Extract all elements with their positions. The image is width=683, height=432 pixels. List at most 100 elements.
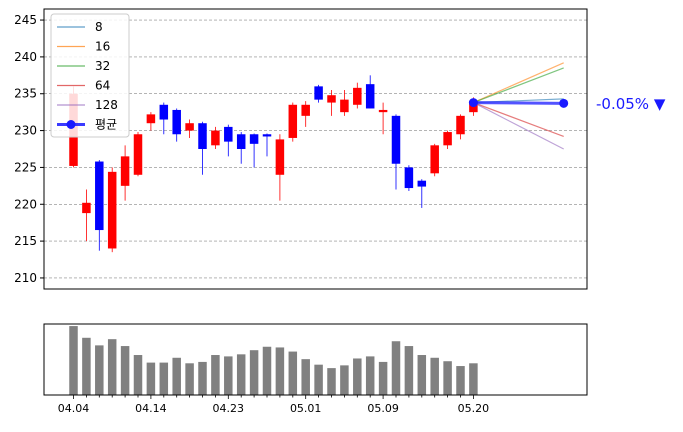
volume-bars — [69, 326, 478, 395]
candle-body-27 — [417, 180, 427, 187]
volume-bar-7 — [159, 362, 169, 395]
volume-bar-12 — [224, 356, 233, 395]
legend-label-평균: 평균 — [95, 118, 117, 132]
candle-body-25 — [391, 115, 401, 164]
volume-bar-10 — [198, 361, 207, 395]
volume-bar-22 — [353, 358, 362, 395]
candle-body-16 — [275, 139, 285, 175]
x-tick-label-04.14: 04.14 — [135, 402, 167, 415]
candle-body-23 — [365, 84, 375, 109]
legend: 8 16 32 64 128 평균 — [50, 13, 130, 138]
candle-body-7 — [159, 104, 169, 120]
volume-x-axis: 04.04 04.14 04.23 05.01 05.09 05.20 — [58, 395, 489, 415]
volume-bar-21 — [340, 365, 349, 395]
candle-body-11 — [211, 130, 220, 146]
change-annotation: -0.05% ▼ — [596, 95, 666, 113]
legend-label-16: 16 — [95, 40, 110, 54]
candle-body-14 — [249, 134, 259, 144]
volume-bar-14 — [249, 350, 259, 395]
candle-body-2 — [95, 161, 104, 231]
candle-body-19 — [314, 86, 323, 100]
candle-body-29 — [443, 132, 452, 146]
volume-bar-9 — [185, 363, 194, 395]
y-tick-label-210: 210 — [14, 271, 37, 285]
candle-body-15 — [262, 134, 272, 137]
projection-start-marker — [468, 98, 478, 108]
volume-bar-1 — [82, 337, 91, 395]
volume-bar-17 — [288, 351, 298, 395]
volume-bar-24 — [378, 361, 388, 395]
candle-body-21 — [340, 99, 349, 113]
legend-label-64: 64 — [95, 79, 110, 93]
candle-body-5 — [133, 134, 143, 175]
volume-bar-31 — [469, 363, 478, 395]
x-tick-label-04.23: 04.23 — [213, 402, 245, 415]
volume-panel-frame — [43, 323, 588, 396]
x-tick-label-05.01: 05.01 — [290, 402, 322, 415]
volume-bar-8 — [172, 357, 181, 395]
candle-body-9 — [185, 123, 194, 131]
volume-bar-26 — [404, 346, 414, 395]
candle-body-4 — [120, 156, 130, 186]
projection-line-32 — [473, 67, 564, 104]
candle-body-12 — [224, 126, 233, 142]
volume-bar-2 — [95, 345, 104, 395]
volume-bar-20 — [327, 368, 336, 395]
legend-label-8: 8 — [95, 20, 103, 34]
y-tick-label-245: 245 — [14, 13, 37, 27]
volume-bar-15 — [262, 346, 272, 395]
volume-bar-6 — [146, 362, 156, 395]
candle-body-6 — [146, 114, 156, 124]
projection-lines — [468, 62, 569, 150]
volume-bar-28 — [430, 357, 439, 395]
candle-body-18 — [301, 104, 310, 116]
legend-label-128: 128 — [95, 98, 118, 112]
volume-bar-19 — [314, 364, 323, 395]
candle-body-30 — [456, 115, 465, 135]
candle-body-10 — [198, 123, 207, 149]
candles — [69, 75, 478, 253]
legend-marker-평균 — [66, 120, 76, 129]
x-tick-label-04.04: 04.04 — [58, 402, 90, 415]
volume-bar-16 — [275, 347, 285, 395]
projection-line-128 — [473, 102, 564, 150]
volume-bar-5 — [133, 355, 143, 395]
volume-bar-29 — [443, 361, 452, 395]
y-tick-label-215: 215 — [14, 234, 37, 248]
volume-bar-0 — [69, 326, 78, 395]
projection-end-marker — [559, 98, 569, 108]
volume-bar-18 — [301, 359, 310, 395]
y-tick-label-225: 225 — [14, 160, 37, 174]
volume-bar-4 — [120, 346, 130, 395]
x-tick-label-05.20: 05.20 — [458, 402, 490, 415]
volume-bar-30 — [456, 366, 465, 395]
projection-line-64 — [473, 102, 564, 138]
y-tick-label-230: 230 — [14, 124, 37, 138]
candle-body-1 — [82, 202, 91, 214]
price-panel-frame — [43, 8, 588, 290]
volume-bar-11 — [211, 355, 220, 395]
candle-body-22 — [353, 87, 362, 105]
volume-bar-25 — [391, 341, 401, 395]
candle-body-20 — [327, 95, 336, 103]
projection-line-16 — [473, 62, 564, 104]
volume-bar-23 — [365, 356, 375, 395]
candle-body-24 — [378, 109, 388, 113]
volume-bar-13 — [236, 354, 246, 395]
legend-box — [50, 13, 130, 138]
y-tick-label-220: 220 — [14, 197, 37, 211]
legend-label-32: 32 — [95, 59, 110, 73]
candle-body-17 — [288, 104, 298, 138]
candle-body-3 — [107, 171, 117, 249]
volume-bar-3 — [107, 339, 117, 395]
candle-body-26 — [404, 167, 414, 189]
projection-line-평균 — [473, 101, 564, 105]
price-y-axis: 210 215 220 225 230 235 240 245 — [14, 13, 44, 285]
y-tick-label-235: 235 — [14, 87, 37, 101]
y-tick-label-240: 240 — [14, 50, 37, 64]
candle-body-8 — [172, 109, 181, 135]
volume-bar-27 — [417, 355, 427, 395]
candle-body-28 — [430, 145, 439, 174]
